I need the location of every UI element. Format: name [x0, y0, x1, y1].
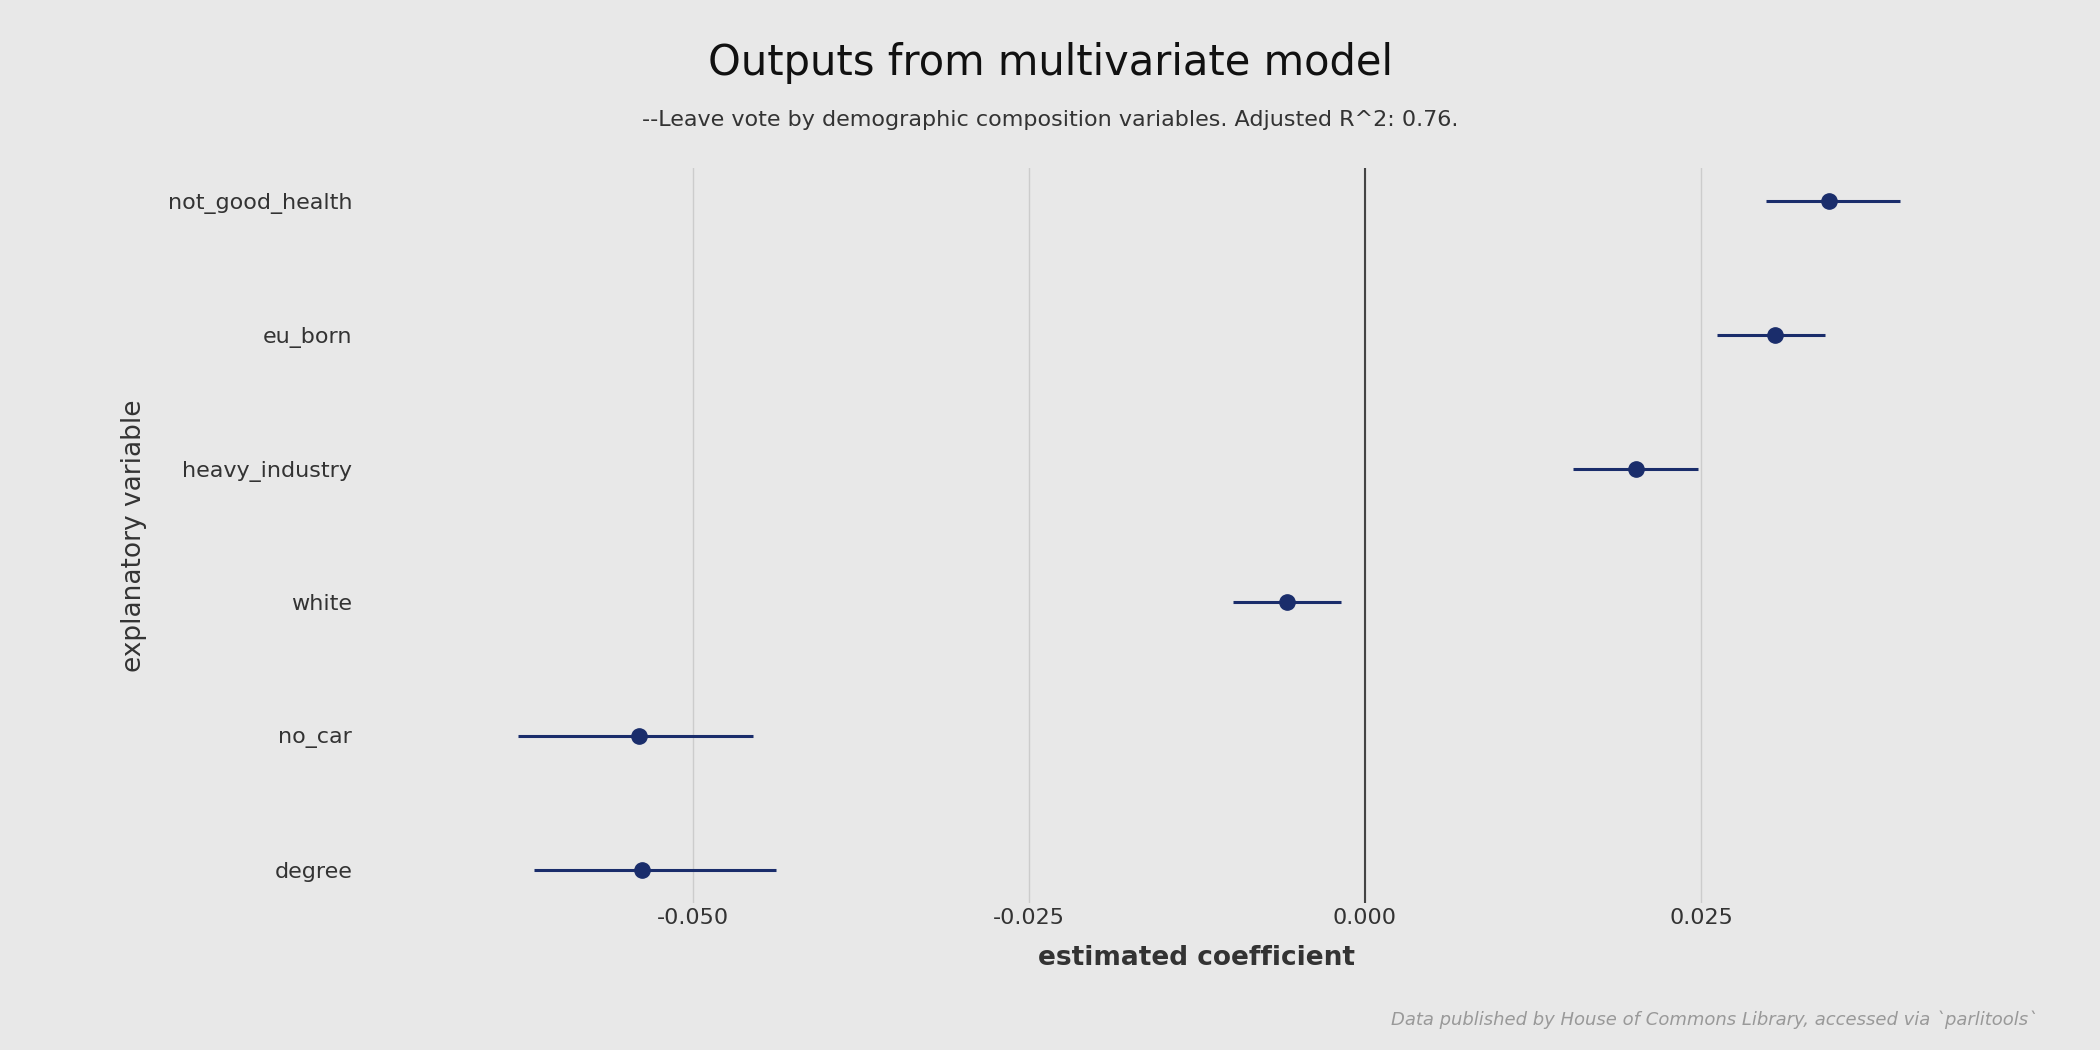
- Text: Outputs from multivariate model: Outputs from multivariate model: [708, 42, 1392, 84]
- Y-axis label: explanatory variable: explanatory variable: [122, 399, 147, 672]
- X-axis label: estimated coefficient: estimated coefficient: [1040, 945, 1354, 970]
- Text: --Leave vote by demographic composition variables. Adjusted R^2: 0.76.: --Leave vote by demographic composition …: [643, 110, 1457, 130]
- Text: Data published by House of Commons Library, accessed via `parlitools`: Data published by House of Commons Libra…: [1390, 1010, 2037, 1029]
